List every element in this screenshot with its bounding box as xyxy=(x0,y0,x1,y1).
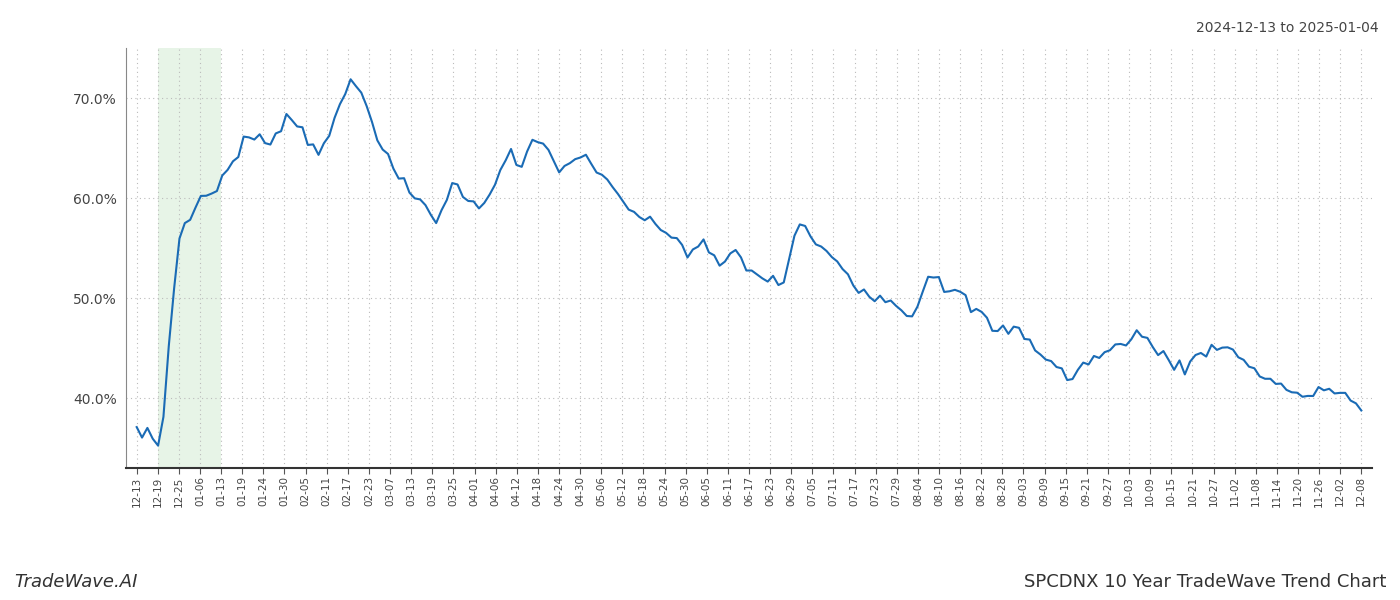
Text: 2024-12-13 to 2025-01-04: 2024-12-13 to 2025-01-04 xyxy=(1197,21,1379,35)
Text: SPCDNX 10 Year TradeWave Trend Chart: SPCDNX 10 Year TradeWave Trend Chart xyxy=(1023,573,1386,591)
Bar xyxy=(158,48,221,468)
Text: TradeWave.AI: TradeWave.AI xyxy=(14,573,137,591)
